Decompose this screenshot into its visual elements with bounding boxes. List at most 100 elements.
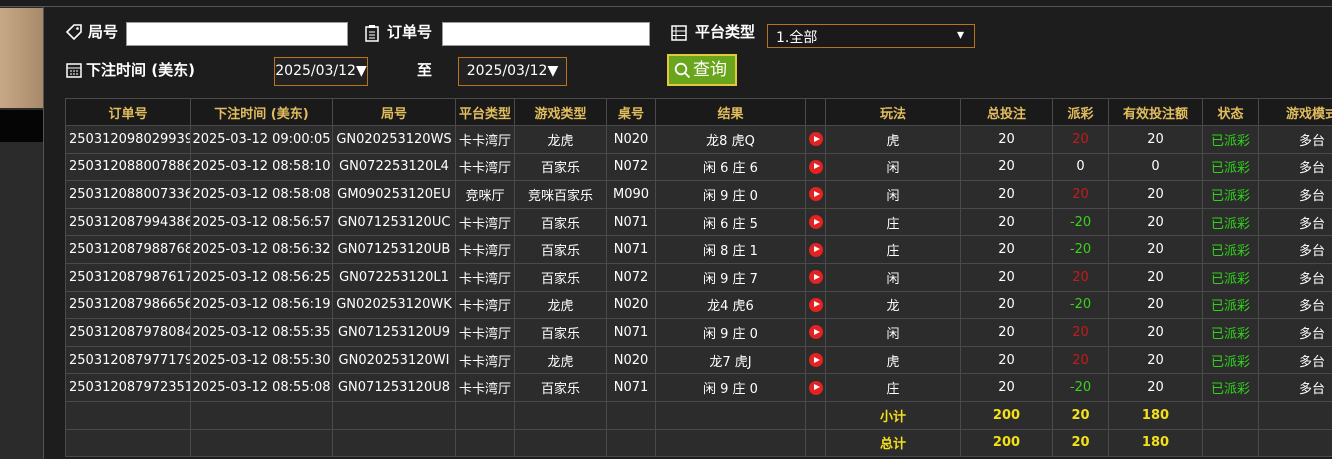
subtotal-row: 小计 200 20 180: [65, 400, 1332, 430]
clipboard-icon: [365, 25, 379, 42]
bet-row: 250312087977179 2025-03-12 08:55:30 GN0202…: [65, 345, 1332, 375]
game-mode: 多台: [1258, 290, 1332, 320]
valid-bet: 0: [1108, 152, 1203, 182]
platform-label: 平台类型: [695, 23, 756, 41]
round-no: GN020253120WK: [332, 290, 456, 320]
valid-bet: 20: [1108, 125, 1203, 154]
platform: 卡卡湾厅: [455, 318, 515, 347]
bet-row: 250312087988768 2025-03-12 08:56:32 GN0712…: [65, 235, 1332, 264]
payout: -20: [1052, 207, 1109, 237]
replay-cell: [805, 318, 826, 347]
platform: 卡卡湾厅: [455, 262, 515, 292]
play: 庄: [825, 373, 961, 402]
table-no: N071: [606, 235, 656, 264]
query-button[interactable]: 查询: [667, 54, 737, 86]
order-no: 250312087972351: [65, 373, 191, 402]
date-to[interactable]: 2025/03/12: [458, 57, 567, 86]
date-separator: 至: [417, 61, 433, 79]
status: 已派彩: [1202, 373, 1259, 402]
payout: 20: [1052, 125, 1109, 154]
replay-cell: [805, 373, 826, 402]
replay-icon[interactable]: [808, 215, 823, 230]
valid-bet: 20: [1108, 318, 1203, 347]
bet-row: 250312087972351 2025-03-12 08:55:08 GN0712…: [65, 373, 1332, 402]
empty-cell: [332, 428, 456, 458]
replay-icon[interactable]: [808, 325, 823, 340]
game-mode: 多台: [1258, 125, 1332, 154]
empty-cell: [65, 400, 191, 430]
column-header: 订单号: [65, 98, 191, 126]
result: 闲 9 庄 0: [655, 318, 806, 347]
play: 虎: [825, 125, 961, 154]
total-bet: 20: [960, 125, 1053, 154]
replay-icon[interactable]: [808, 187, 823, 202]
valid-bet: 20: [1108, 180, 1203, 209]
column-header: 桌号: [606, 98, 656, 126]
time-label: 下注时间 (美东): [86, 61, 195, 79]
total-row: 总计 200 20 180: [65, 428, 1332, 458]
result: 闲 9 庄 0: [655, 180, 806, 209]
round-input[interactable]: [126, 22, 348, 46]
top-divider: [0, 6, 1332, 7]
total-bet: 20: [960, 290, 1053, 320]
bet-time: 2025-03-12 08:56:25: [190, 262, 333, 292]
sidebar-banner: [0, 8, 43, 108]
play: 虎: [825, 345, 961, 375]
game-type: 百家乐: [514, 262, 607, 292]
date-to-text: 2025/03/12: [466, 63, 548, 79]
round-no: GN071253120U9: [332, 318, 456, 347]
empty-cell: [332, 400, 456, 430]
main-panel: 局号 订单号 平台类型 1.全部 下注时间 (美东) 2025/03/12 至 …: [44, 7, 1332, 459]
empty-cell: [455, 400, 515, 430]
replay-cell: [805, 207, 826, 237]
payout: 0: [1052, 152, 1109, 182]
replay-icon[interactable]: [808, 353, 823, 368]
replay-icon[interactable]: [808, 297, 823, 312]
total-label: 总计: [825, 428, 961, 458]
total-bet: 20: [960, 318, 1053, 347]
valid-bet: 20: [1108, 262, 1203, 292]
empty-cell: [655, 400, 806, 430]
empty-cell: [514, 428, 607, 458]
round-no: GM090253120EU: [332, 180, 456, 209]
search-icon: [674, 62, 691, 79]
sidebar-tab[interactable]: [0, 110, 43, 142]
order-no: 250312088007336: [65, 180, 191, 209]
column-header: 总投注: [960, 98, 1053, 126]
order-no: 250312087986656: [65, 290, 191, 320]
game-type: 百家乐: [514, 318, 607, 347]
payout: 20: [1052, 262, 1109, 292]
game-type: 百家乐: [514, 235, 607, 264]
tag-icon: [65, 24, 82, 41]
platform-select[interactable]: 1.全部: [767, 24, 975, 48]
status: 已派彩: [1202, 262, 1259, 292]
table-no: M090: [606, 180, 656, 209]
game-mode: 多台: [1258, 152, 1332, 182]
bet-row: 250312087987617 2025-03-12 08:56:25 GN0722…: [65, 262, 1332, 292]
bet-time: 2025-03-12 08:58:08: [190, 180, 333, 209]
replay-icon[interactable]: [808, 270, 823, 285]
subtotal-total-bet: 200: [960, 400, 1053, 430]
status: 已派彩: [1202, 345, 1259, 375]
total-bet: 20: [960, 180, 1053, 209]
order-input[interactable]: [442, 22, 650, 46]
valid-bet: 20: [1108, 290, 1203, 320]
platform: 竞咪厅: [455, 180, 515, 209]
status: 已派彩: [1202, 125, 1259, 154]
order-no: 250312087978084: [65, 318, 191, 347]
replay-cell: [805, 152, 826, 182]
replay-icon[interactable]: [808, 380, 823, 395]
order-no: 250312088007886: [65, 152, 191, 182]
replay-icon[interactable]: [808, 242, 823, 257]
date-from[interactable]: 2025/03/12: [274, 57, 368, 86]
payout: -20: [1052, 373, 1109, 402]
replay-icon[interactable]: [808, 132, 823, 147]
replay-icon[interactable]: [808, 159, 823, 174]
bet-time: 2025-03-12 08:55:35: [190, 318, 333, 347]
column-header: 下注时间 (美东): [190, 98, 333, 126]
game-mode: 多台: [1258, 345, 1332, 375]
table-no: N020: [606, 345, 656, 375]
column-header: 状态: [1202, 98, 1259, 126]
order-no: 250312098029939: [65, 125, 191, 154]
